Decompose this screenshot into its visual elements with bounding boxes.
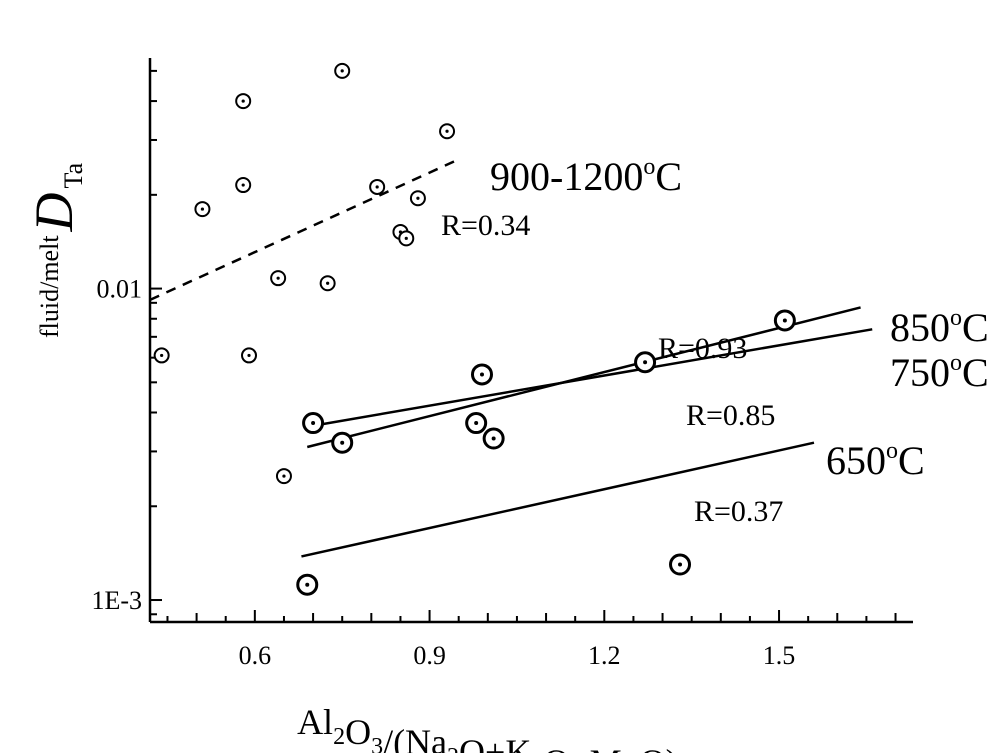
y-axis-title: fluid/melt D Ta bbox=[24, 162, 88, 338]
point-dot bbox=[678, 562, 683, 567]
point-dot bbox=[643, 360, 648, 365]
y-tick-label: 0.01 bbox=[97, 275, 143, 304]
point-dot bbox=[445, 129, 449, 133]
point-dot bbox=[375, 185, 379, 189]
point-dot bbox=[479, 372, 484, 377]
point-dot bbox=[326, 281, 330, 285]
axes bbox=[148, 58, 913, 624]
data-point bbox=[153, 347, 170, 364]
x-tick-label: 0.6 bbox=[239, 641, 272, 670]
point-dot bbox=[305, 582, 310, 587]
data-point bbox=[302, 412, 325, 435]
r-value-label: R=0.34 bbox=[441, 209, 530, 242]
y-ticks: 1E-3 0.01 bbox=[91, 69, 162, 616]
r-value-label: R=0.37 bbox=[694, 495, 783, 528]
dashed-fit-line bbox=[149, 158, 460, 301]
data-point bbox=[369, 178, 386, 195]
data-point bbox=[409, 190, 426, 207]
temperature-label: 650oC bbox=[826, 438, 925, 483]
data-point bbox=[470, 363, 493, 386]
data-point bbox=[235, 93, 252, 110]
y-axis-title-main: D bbox=[24, 192, 84, 232]
data-point bbox=[439, 123, 456, 140]
data-point bbox=[241, 347, 258, 364]
x-tick-label: 1.2 bbox=[588, 641, 621, 670]
svg-text:fluid/melt D Ta: fluid/melt D Ta bbox=[24, 162, 88, 338]
data-point bbox=[334, 62, 351, 79]
data-point bbox=[465, 412, 488, 435]
solid-fit-line bbox=[301, 441, 815, 558]
data-point bbox=[194, 201, 211, 218]
r-value-label: R=0.93 bbox=[658, 332, 747, 365]
point-dot bbox=[160, 353, 164, 358]
x-tick-label: 0.9 bbox=[413, 641, 446, 670]
point-dot bbox=[247, 353, 251, 358]
point-dot bbox=[340, 69, 344, 73]
point-dot bbox=[276, 276, 280, 280]
point-dot bbox=[416, 196, 420, 200]
data-point bbox=[398, 230, 415, 247]
data-point bbox=[634, 351, 657, 374]
data-point bbox=[270, 270, 287, 287]
data-point bbox=[235, 177, 252, 194]
y-axis-title-superscript: fluid/melt bbox=[35, 235, 64, 338]
point-dot bbox=[241, 183, 245, 187]
fit-labels: 900-1200oC R=0.34 850oC R=0.93 750oC R=0.85 65… bbox=[441, 154, 989, 528]
point-dot bbox=[782, 318, 787, 323]
data-point bbox=[296, 573, 319, 596]
x-ticks: 0.6 0.9 1.2 1.5 bbox=[166, 610, 897, 670]
point-dot bbox=[241, 99, 245, 103]
data-points bbox=[153, 62, 796, 596]
solid-fit-line bbox=[307, 328, 873, 428]
data-point bbox=[773, 309, 796, 332]
point-dot bbox=[404, 236, 408, 240]
solid-fit-line bbox=[306, 306, 861, 449]
x-axis-title: Al2O3/(Na2O+K2O+MnO), мол. bbox=[297, 702, 763, 753]
data-point bbox=[319, 275, 336, 292]
fit-lines bbox=[149, 158, 873, 558]
data-point bbox=[275, 468, 292, 485]
y-axis-title-subscript: Ta bbox=[59, 162, 88, 188]
point-dot bbox=[282, 474, 286, 478]
point-dot bbox=[340, 440, 345, 445]
temperature-label: 900-1200oC bbox=[490, 154, 682, 199]
x-tick-label: 1.5 bbox=[763, 641, 796, 670]
point-dot bbox=[474, 421, 479, 426]
data-point bbox=[331, 431, 354, 454]
temperature-label: 850oC bbox=[890, 305, 989, 350]
y-tick-label: 1E-3 bbox=[91, 586, 142, 615]
temperature-label: 750oC bbox=[890, 350, 989, 395]
point-dot bbox=[491, 436, 496, 441]
point-dot bbox=[311, 421, 316, 426]
data-point bbox=[482, 427, 505, 450]
r-value-label: R=0.85 bbox=[686, 399, 775, 432]
point-dot bbox=[200, 207, 205, 211]
data-point bbox=[669, 553, 692, 576]
